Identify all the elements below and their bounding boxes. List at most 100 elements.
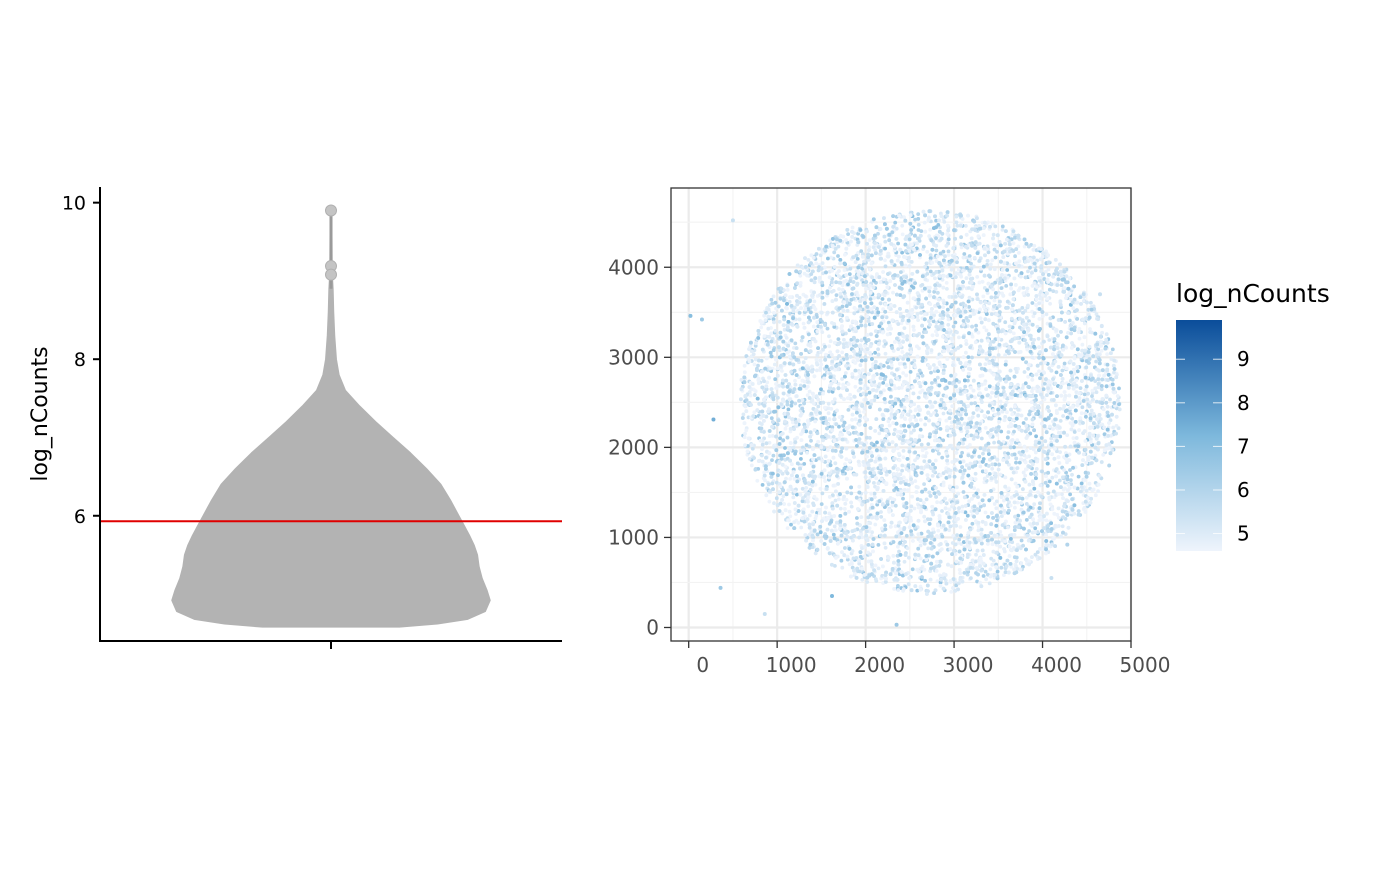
spot-point [1044,539,1048,543]
spot-point [1034,451,1038,455]
spot-point [887,420,891,424]
spot-point [976,495,980,499]
spot-point [778,320,782,324]
spot-point [1085,489,1089,493]
spot-point [1058,450,1062,454]
spot-point [823,302,827,306]
spot-point [920,443,924,447]
spot-point [813,300,817,304]
spot-point [1106,405,1110,409]
spot-point [772,454,776,458]
spot-point [793,452,797,456]
spot-point [958,568,962,572]
spot-point [905,338,909,342]
spot-point [896,446,900,450]
violin-y-tick-label: 8 [74,349,86,371]
spot-point [1017,251,1021,255]
spot-point [900,464,904,468]
spot-point [854,308,858,312]
spot-point [1116,394,1120,398]
spot-point [921,374,925,378]
spot-point [866,509,870,513]
spot-point [848,393,852,397]
spot-point [1027,529,1031,533]
spot-point [1070,473,1074,477]
spot-point [1025,518,1029,522]
spot-point [967,286,971,290]
spot-point [1032,487,1036,491]
spot-point [808,514,812,518]
spot-point [864,398,868,402]
spot-point [1045,519,1049,523]
spot-point [950,404,954,408]
spot-point [859,555,863,559]
spot-point [1039,362,1043,366]
spot-point [823,345,827,349]
spot-point [768,434,772,438]
spot-point [1059,303,1063,307]
spot-point [1039,258,1043,262]
spot-point [1020,501,1024,505]
spot-point [992,441,996,445]
spot-point [971,522,975,526]
spot-point [845,457,849,461]
spot-point [925,498,929,502]
spot-point [994,256,998,260]
spot-point [900,224,904,228]
spot-point [1025,496,1029,500]
spot-point [970,402,974,406]
spot-point [898,541,902,545]
spot-point [1037,369,1041,373]
spot-point [865,580,869,584]
spot-point [935,500,939,504]
spot-point [843,546,847,550]
spot-point [894,443,898,447]
spot-point [750,464,754,468]
spot-point [980,437,984,441]
spot-point [950,268,954,272]
spot-point [992,559,996,563]
spot-point [823,406,827,410]
spot-point [988,369,992,373]
violin-outlier-point [326,205,337,216]
spot-point [1028,266,1032,270]
spot-point [843,268,847,272]
spot-point [819,387,823,391]
spot-point [814,514,818,518]
spot-point [849,492,853,496]
spot-point [1039,264,1043,268]
spot-point [879,515,883,519]
spot-point [1056,334,1060,338]
spot-point [981,295,985,299]
spot-point [972,411,976,415]
spot-point [761,483,765,487]
spot-point [978,581,982,585]
spot-point [766,327,770,331]
spot-point [884,546,888,550]
spot-point [761,443,765,447]
spot-point [1037,337,1041,341]
spot-point [872,481,876,485]
spot-point [1021,487,1025,491]
spot-point [974,553,978,557]
spot-point [1090,409,1094,413]
spot-point [1035,522,1039,526]
spot-point [915,589,919,593]
spot-point [883,258,887,262]
spot-point [959,314,963,318]
spot-point [959,235,963,239]
spot-point [926,547,930,551]
spot-point [1012,332,1016,336]
spot-point [984,570,988,574]
spot-point [1022,286,1026,290]
spot-point [1004,284,1008,288]
spot-point [792,520,796,524]
violin-y-axis-title: log_nCounts [28,346,53,481]
spot-point [884,352,888,356]
spot-point [959,525,963,529]
spot-point [967,305,971,309]
spot-point [940,398,944,402]
spot-point [1108,398,1112,402]
spot-point [792,446,796,450]
